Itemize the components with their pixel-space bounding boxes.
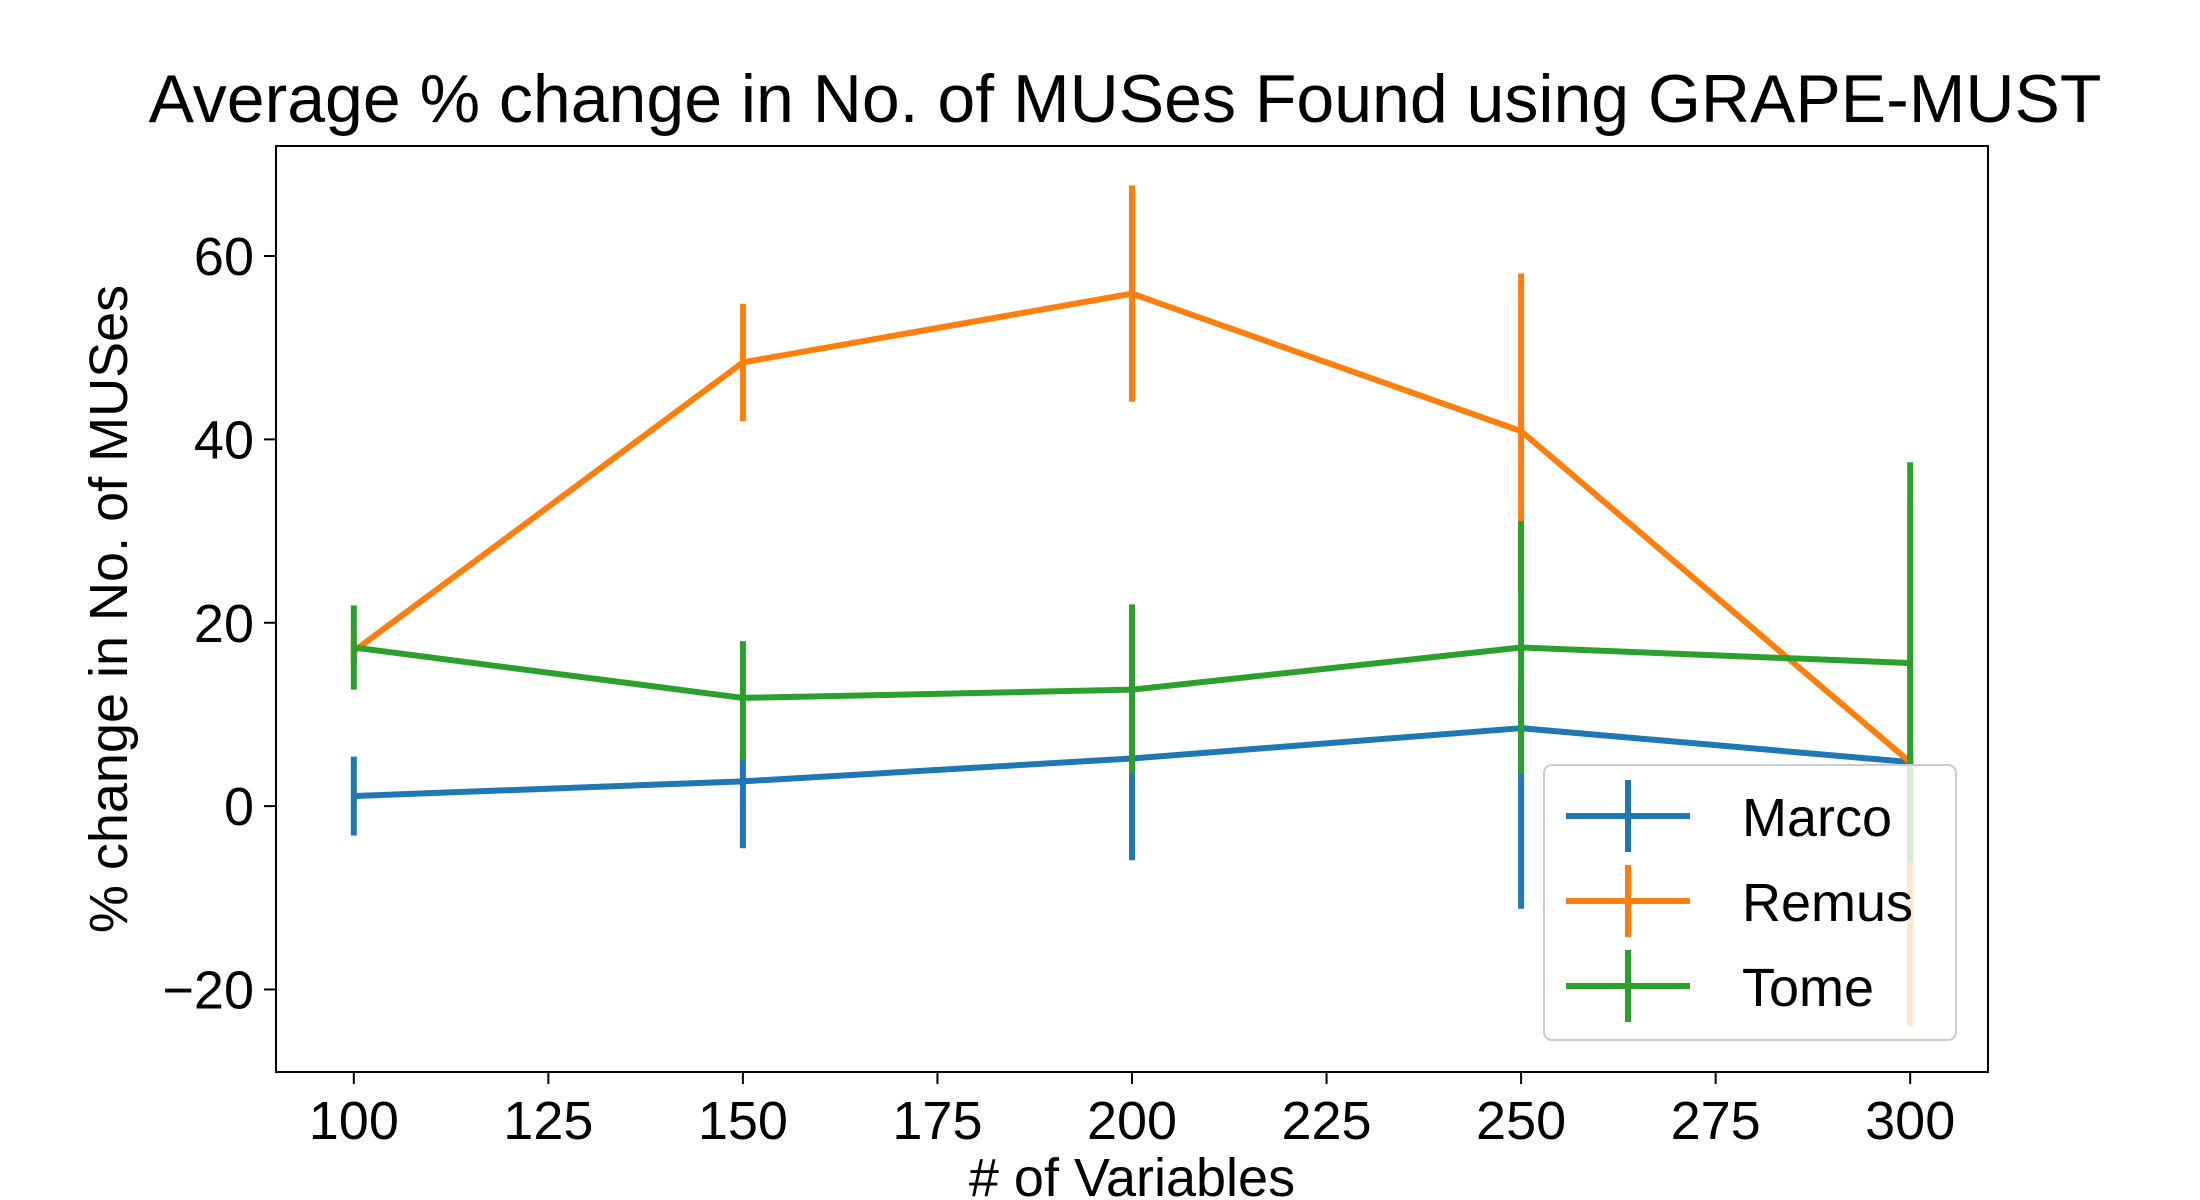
legend-entry-marco: Marco xyxy=(1566,780,1892,852)
y-tick-label: 0 xyxy=(224,777,254,837)
chart-title: Average % change in No. of MUSes Found u… xyxy=(149,61,2102,137)
x-tick-label: 200 xyxy=(1087,1091,1177,1151)
x-tick-label: 125 xyxy=(503,1091,593,1151)
x-axis: 100 125 150 175 200 225 250 275 300 xyxy=(309,1072,1955,1151)
y-tick-label: 20 xyxy=(194,594,254,654)
x-tick-label: 225 xyxy=(1281,1091,1371,1151)
legend-entry-tome: Tome xyxy=(1566,950,1874,1022)
y-tick-label: −20 xyxy=(162,960,254,1020)
y-tick-label: 40 xyxy=(194,410,254,470)
x-tick-label: 100 xyxy=(309,1091,399,1151)
x-axis-label: # of Variables xyxy=(969,1148,1295,1200)
x-tick-label: 150 xyxy=(698,1091,788,1151)
x-tick-label: 300 xyxy=(1865,1091,1955,1151)
legend-frame xyxy=(1543,764,1957,1041)
x-tick-label: 275 xyxy=(1671,1091,1761,1151)
x-tick-label: 175 xyxy=(892,1091,982,1151)
legend: Marco Remus Tome xyxy=(1543,764,1957,1041)
y-axis-label: % change in No. of MUSes xyxy=(79,285,139,933)
y-axis: −20 0 20 40 60 xyxy=(162,227,276,1020)
legend-label: Remus xyxy=(1742,873,1913,933)
legend-entry-remus: Remus xyxy=(1566,865,1913,937)
legend-label: Marco xyxy=(1742,788,1892,848)
series-tome xyxy=(350,462,1914,862)
y-tick-label: 60 xyxy=(194,227,254,287)
legend-entries: Marco Remus Tome xyxy=(1566,780,1913,1022)
legend-label: Tome xyxy=(1742,958,1874,1018)
x-tick-label: 250 xyxy=(1476,1091,1566,1151)
